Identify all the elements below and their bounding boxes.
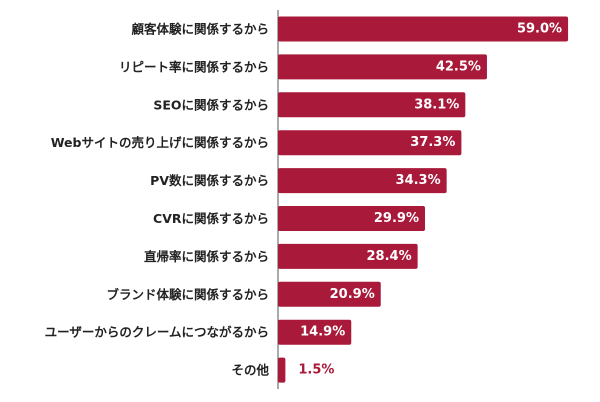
bar: [278, 243, 418, 269]
category-label: Webサイトの売り上げに関係するから: [51, 135, 269, 150]
value-label: 34.3%: [396, 173, 441, 188]
category-label: SEOに関係するから: [153, 97, 269, 112]
category-label: 直帰率に関係するから: [144, 249, 269, 264]
category-label: PV数に関係するから: [150, 173, 269, 188]
value-label: 42.5%: [436, 59, 481, 74]
category-label: CVRに関係するから: [153, 211, 269, 226]
value-label: 20.9%: [330, 287, 375, 302]
category-label: リピート率に関係するから: [119, 59, 269, 74]
category-label: ユーザーからのクレームにつながるから: [45, 325, 269, 340]
category-label: その他: [231, 363, 269, 378]
bar: [278, 130, 462, 156]
bar: [278, 16, 569, 42]
bar: [278, 206, 426, 231]
value-label: 59.0%: [517, 22, 562, 37]
bar: [278, 54, 487, 80]
bar: [278, 168, 447, 194]
category-label: ブランド体験に関係するから: [106, 287, 269, 302]
bar: [278, 357, 286, 383]
value-label: 29.9%: [374, 211, 419, 226]
bar: [278, 319, 352, 345]
value-label: 28.4%: [367, 249, 412, 264]
value-label: 38.1%: [414, 97, 459, 112]
value-label: 1.5%: [298, 363, 334, 378]
bar: [278, 281, 381, 307]
bar: [278, 92, 466, 118]
value-label: 37.3%: [410, 135, 455, 150]
value-label: 14.9%: [300, 325, 345, 340]
category-label: 顧客体験に関係するから: [131, 22, 269, 37]
